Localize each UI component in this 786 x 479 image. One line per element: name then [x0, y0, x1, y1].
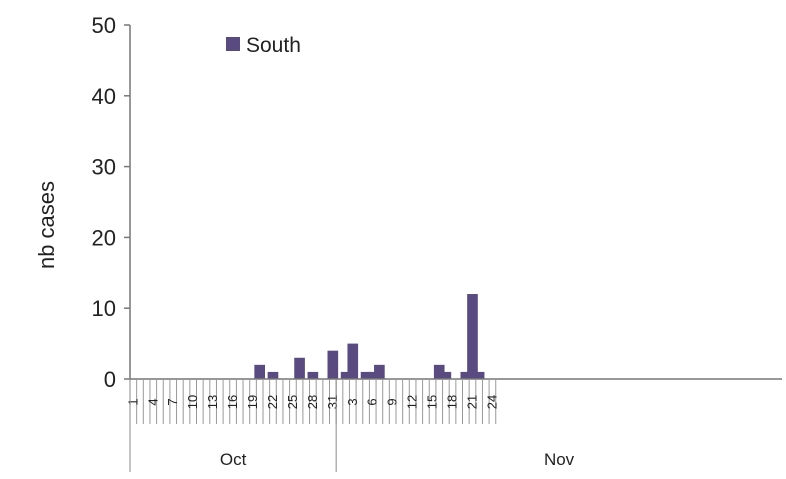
bar [440, 371, 452, 379]
x-tick-label: 6 [365, 398, 380, 405]
x-tick-label: 18 [445, 395, 460, 409]
x-tick-label: 3 [345, 398, 360, 405]
bar [267, 371, 279, 379]
y-tick-label: 40 [92, 84, 116, 109]
legend: South [226, 34, 301, 57]
y-tick-label: 30 [92, 155, 116, 180]
y-tick-label: 0 [104, 367, 116, 392]
x-tick-label: 25 [285, 395, 300, 409]
y-tick-label: 20 [92, 225, 116, 250]
x-tick-label: 9 [385, 398, 400, 405]
x-tick-label: 19 [245, 395, 260, 409]
x-tick-label: 21 [464, 395, 479, 409]
x-tick-label: 28 [305, 395, 320, 409]
legend-swatch-south [226, 37, 240, 51]
x-tick-label: 7 [165, 398, 180, 405]
month-label: Nov [544, 450, 575, 469]
x-axis [129, 378, 782, 424]
bar [327, 350, 339, 379]
bar [254, 364, 265, 379]
legend-label-south: South [246, 34, 301, 57]
x-tick-label: 15 [425, 395, 440, 409]
bar [294, 357, 305, 379]
bar [374, 364, 385, 379]
bar [467, 294, 478, 379]
bar [473, 371, 485, 379]
x-tick-label: 4 [145, 398, 160, 405]
bar [433, 364, 445, 379]
y-axis [124, 24, 131, 380]
x-tick-label: 13 [205, 395, 220, 409]
x-tick-label: 10 [185, 395, 200, 409]
month-label: Oct [220, 450, 247, 469]
bar [460, 371, 472, 379]
month-labels: Oct Nov [129, 379, 575, 472]
bar [307, 371, 319, 379]
bar [367, 371, 379, 379]
x-tick-label: 12 [405, 395, 420, 409]
y-axis-label: nb cases [34, 181, 59, 269]
y-tick-label: 50 [92, 13, 116, 38]
bar [347, 343, 359, 379]
x-tick-label: 24 [484, 395, 499, 409]
y-tick-label: 10 [92, 296, 116, 321]
x-tick-label: 16 [225, 395, 240, 409]
bar [360, 371, 372, 379]
x-tick-labels: 1 4 7 10 13 16 19 22 25 28 31 3 6 9 12 15 18 21 24 [125, 395, 499, 409]
bars [254, 294, 485, 379]
x-tick-label: 1 [125, 398, 140, 405]
y-tick-labels: 0 10 20 30 40 50 [92, 13, 116, 392]
x-tick-label: 22 [265, 395, 280, 409]
bar [340, 371, 352, 379]
x-tick-label: 31 [325, 395, 340, 409]
